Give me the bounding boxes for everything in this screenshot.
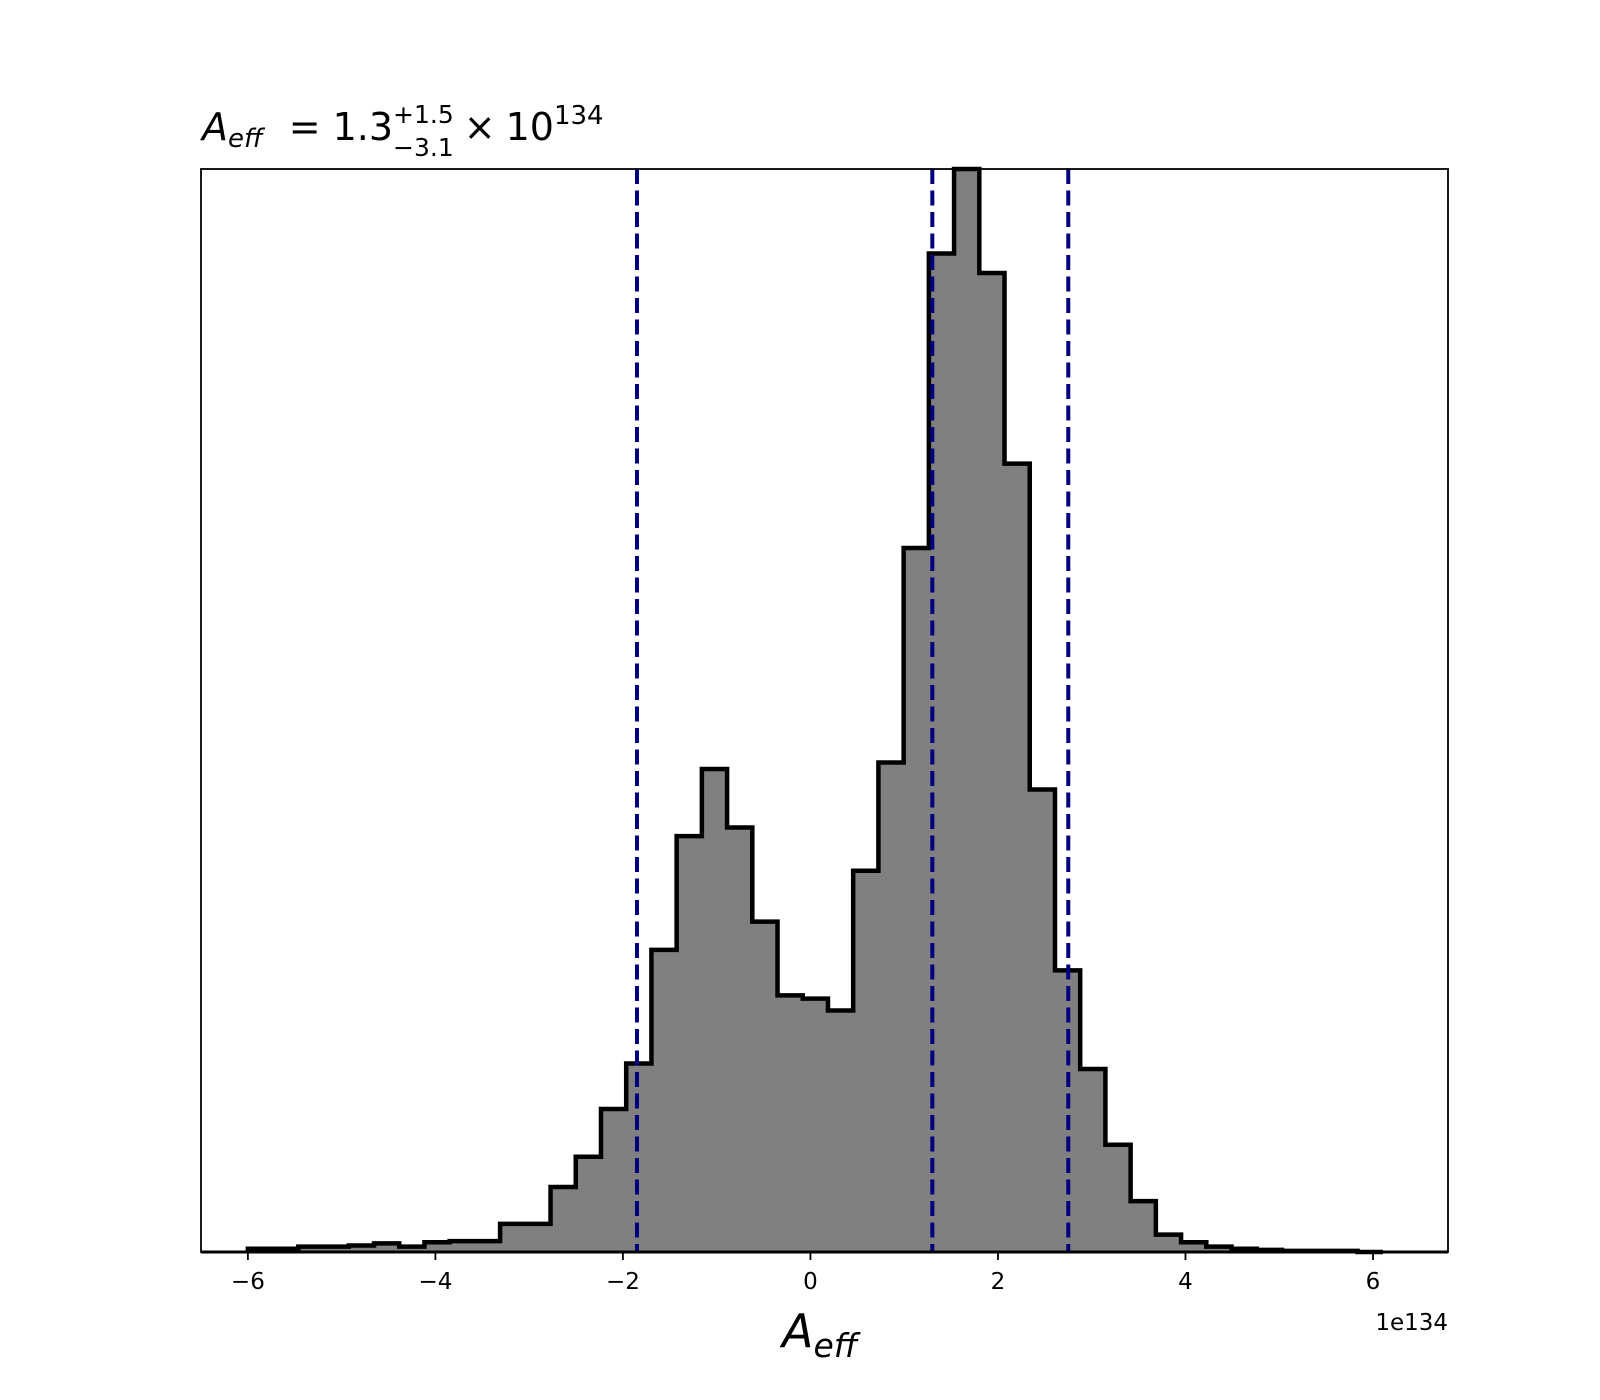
title-symbol: A: [199, 105, 228, 149]
histogram-bar: [500, 1223, 526, 1252]
title-subscript: eff: [228, 124, 266, 154]
xlabel-subscript: eff: [813, 1326, 860, 1365]
title-value: 1.3: [333, 105, 393, 149]
x-tick-label: −6: [231, 1269, 265, 1295]
x-axis-label: Aeff: [779, 1304, 861, 1365]
histogram-bar: [424, 1242, 451, 1252]
histogram-bar: [1130, 1201, 1157, 1252]
x-axis-ticks: −6 −4 −2 0 2 4 6: [231, 1252, 1380, 1295]
histogram-bars: [247, 169, 1359, 1252]
histogram-bar: [298, 1246, 324, 1252]
title-lower-error: −3.1: [393, 133, 454, 162]
histogram-bar: [449, 1241, 476, 1252]
histogram-step-outline: [245, 166, 1383, 1255]
histogram-bar: [600, 1109, 627, 1252]
histogram-bar: [550, 1187, 577, 1252]
histogram-bar: [954, 169, 980, 1252]
x-tick-label: −4: [418, 1269, 452, 1295]
histogram-bar: [827, 1010, 854, 1252]
x-tick-label: 6: [1366, 1269, 1381, 1295]
histogram-bar: [853, 870, 879, 1252]
histogram-bar: [323, 1246, 350, 1252]
x-offset-label: 1e134: [1375, 1310, 1448, 1336]
x-tick-label: 2: [991, 1269, 1006, 1295]
histogram-bar: [701, 768, 728, 1252]
histogram-bar: [1155, 1234, 1182, 1252]
xlabel-symbol: A: [779, 1304, 813, 1358]
histogram-bar: [676, 836, 703, 1252]
plot-area: [245, 166, 1383, 1255]
histogram-bar: [575, 1156, 602, 1252]
histogram-bar: [727, 827, 753, 1252]
histogram-bar: [1206, 1246, 1232, 1252]
title-times: ×: [464, 105, 496, 149]
histogram-bar: [474, 1241, 501, 1252]
histogram-bar: [1181, 1242, 1207, 1252]
histogram-bar: [651, 949, 678, 1252]
histogram-bar: [979, 272, 1005, 1252]
histogram-bar: [903, 548, 930, 1252]
histogram-bar: [878, 762, 905, 1252]
title-base: 10: [506, 105, 554, 149]
chart-title: Aeff = 1.3+1.5 −3.1 × 10134: [199, 100, 604, 162]
histogram-bar: [348, 1245, 375, 1252]
histogram-bar: [373, 1243, 400, 1252]
histogram-bar: [1080, 1068, 1106, 1252]
histogram-bar: [752, 921, 778, 1252]
histogram-bar: [1105, 1144, 1132, 1252]
reference-lines: [634, 169, 1071, 1252]
histogram-bar: [777, 995, 804, 1252]
x-tick-label: −2: [606, 1269, 640, 1295]
histogram-bar: [399, 1246, 425, 1252]
title-equals: =: [289, 105, 321, 149]
title-upper-error: +1.5: [393, 100, 454, 129]
histogram-bar: [626, 1063, 652, 1252]
histogram-bar: [802, 998, 829, 1252]
histogram-bar: [525, 1223, 551, 1252]
histogram-bar: [1004, 463, 1031, 1252]
histogram-bar: [1029, 789, 1056, 1252]
x-tick-label: 0: [803, 1269, 818, 1295]
title-exponent: 134: [554, 101, 604, 131]
x-tick-label: 4: [1178, 1269, 1193, 1295]
